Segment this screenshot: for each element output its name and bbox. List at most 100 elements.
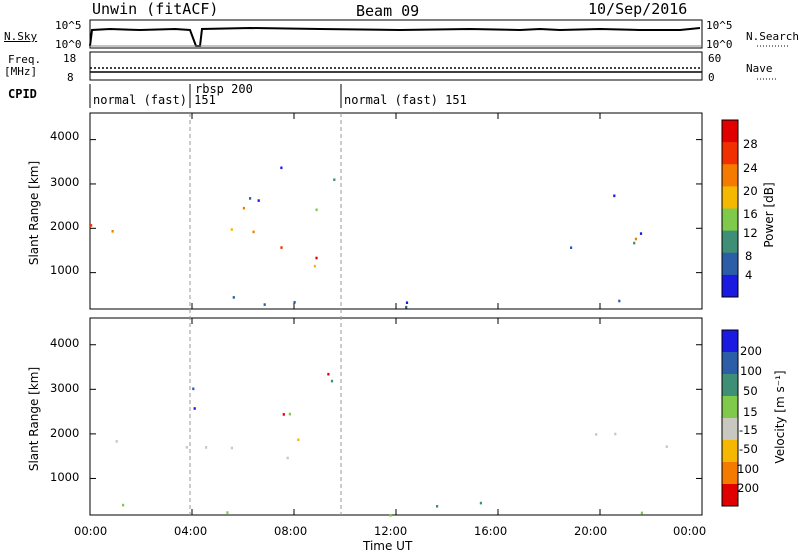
scatter-cell xyxy=(640,511,643,515)
scatter-cell xyxy=(193,407,196,410)
scatter-cell xyxy=(111,230,114,233)
power-colorbar xyxy=(721,119,739,298)
velocity-ytick-4000: 4000 xyxy=(50,336,80,350)
scatter-cell xyxy=(665,445,668,448)
scatter-cell xyxy=(205,446,208,449)
xtick-0000: 00:00 xyxy=(74,524,108,538)
colorbar-swatch xyxy=(722,330,738,353)
scatter-cell xyxy=(405,305,408,309)
velocity-cbar-tick-15: 15 xyxy=(743,405,758,419)
xtick-1600: 16:00 xyxy=(474,524,508,538)
cpid-segment-2: rbsp 200 xyxy=(195,82,253,96)
nsky-trace xyxy=(89,26,701,47)
scatter-cell xyxy=(280,246,283,249)
colorbar-swatch xyxy=(722,230,738,254)
freq-panel-frame xyxy=(89,51,703,81)
velocity-cbar-tick-m15: -15 xyxy=(739,423,758,437)
scatter-cell xyxy=(634,237,637,241)
cpid-segment-1: normal (fast) 151 xyxy=(93,93,216,107)
scatter-cell xyxy=(389,514,392,517)
scatter-cell xyxy=(122,503,125,507)
velocity-cbar-tick-50: 50 xyxy=(743,384,758,398)
nsearch-label: N.Search xyxy=(746,30,799,43)
colorbar-swatch xyxy=(722,252,738,276)
scatter-cell xyxy=(286,456,289,460)
colorbar-frame xyxy=(721,329,739,507)
scatter-cell xyxy=(315,208,318,212)
date-title: 10/Sep/2016 xyxy=(588,0,688,18)
velocity-panel-frame xyxy=(89,317,703,516)
power-scatter xyxy=(90,166,643,309)
power-cbar-tick-28: 28 xyxy=(743,137,758,151)
velocity-cbar-tick-m100: -100 xyxy=(733,462,760,476)
nsky-panel-frame xyxy=(89,19,703,49)
colorbar-swatch xyxy=(722,164,738,187)
velocity-colorbar xyxy=(721,329,739,507)
scatter-cell xyxy=(436,505,439,508)
scatter-cell xyxy=(297,438,300,442)
nsky-tick-bottom: 10^0 xyxy=(55,38,82,51)
scatter-cell xyxy=(232,296,235,299)
colorbar-frame xyxy=(721,119,739,298)
scatter-cell xyxy=(633,241,636,245)
scatter-cell xyxy=(293,301,296,304)
beam-title: Beam 09 xyxy=(356,2,420,20)
power-ytick-1000: 1000 xyxy=(50,263,80,277)
power-ytick-2000: 2000 xyxy=(50,219,80,233)
scatter-cell xyxy=(333,178,336,181)
colorbar-swatch xyxy=(722,418,738,441)
power-ytick-4000: 4000 xyxy=(50,129,80,143)
xtick-2000: 20:00 xyxy=(574,524,608,538)
scatter-cell xyxy=(288,412,291,416)
freq-unit: [MHz] xyxy=(4,65,38,78)
colorbar-swatch xyxy=(722,374,738,397)
scatter-cell xyxy=(226,511,229,514)
scatter-cell xyxy=(282,413,285,416)
xtick-1200: 12:00 xyxy=(374,524,408,538)
scatter-cell xyxy=(263,303,266,306)
nsky-label: N.Sky xyxy=(4,30,38,43)
velocity-ytick-3000: 3000 xyxy=(50,381,80,395)
colorbar-swatch xyxy=(722,462,738,485)
colorbar-swatch xyxy=(722,274,738,298)
colorbar-swatch xyxy=(722,120,738,143)
scatter-cell xyxy=(252,230,255,234)
scatter-cell xyxy=(313,264,316,268)
nsearch-tick-bottom: 10^0 xyxy=(706,38,733,51)
colorbar-swatch xyxy=(722,352,738,375)
scatter-cell xyxy=(639,232,643,235)
power-cbar-tick-20: 20 xyxy=(743,184,758,198)
power-cbar-tick-12: 12 xyxy=(743,226,758,240)
scatter-cell xyxy=(405,301,409,304)
scatter-cell xyxy=(185,446,188,449)
xlabel: Time UT xyxy=(363,539,413,553)
cpid-segment-3: normal (fast) 151 xyxy=(344,93,467,107)
power-panel-frame xyxy=(89,112,703,310)
colorbar-swatch xyxy=(722,208,738,232)
freq-tick-top: 18 xyxy=(63,52,77,65)
power-cbar-tick-8: 8 xyxy=(745,249,753,263)
scatter-cell xyxy=(618,299,621,303)
scatter-cell xyxy=(242,206,245,210)
colorbar-swatch xyxy=(722,142,738,165)
scatter-cell xyxy=(230,228,233,231)
velocity-cbar-tick-m200: -200 xyxy=(733,481,760,495)
colorbar-swatch xyxy=(722,396,738,419)
scatter-cell xyxy=(192,387,195,391)
colorbar-swatch xyxy=(722,440,738,463)
velocity-ytick-1000: 1000 xyxy=(50,470,80,484)
scatter-cell xyxy=(595,433,598,436)
scatter-cell xyxy=(327,372,330,376)
freq-tick-bottom: 8 xyxy=(67,71,74,84)
scatter-cell xyxy=(249,197,252,200)
velocity-ytick-2000: 2000 xyxy=(50,426,80,440)
xtick-0400: 04:00 xyxy=(174,524,208,538)
velocity-cbar-tick-m50: -50 xyxy=(739,442,758,456)
nave-tick-top: 60 xyxy=(708,52,722,65)
colorbar-swatch xyxy=(722,186,738,209)
colorbar-swatch xyxy=(722,484,738,507)
velocity-cbar-tick-100: 100 xyxy=(740,364,762,378)
nsearch-tick-top: 10^5 xyxy=(706,19,733,32)
xtick-2400: 00:00 xyxy=(673,524,707,538)
